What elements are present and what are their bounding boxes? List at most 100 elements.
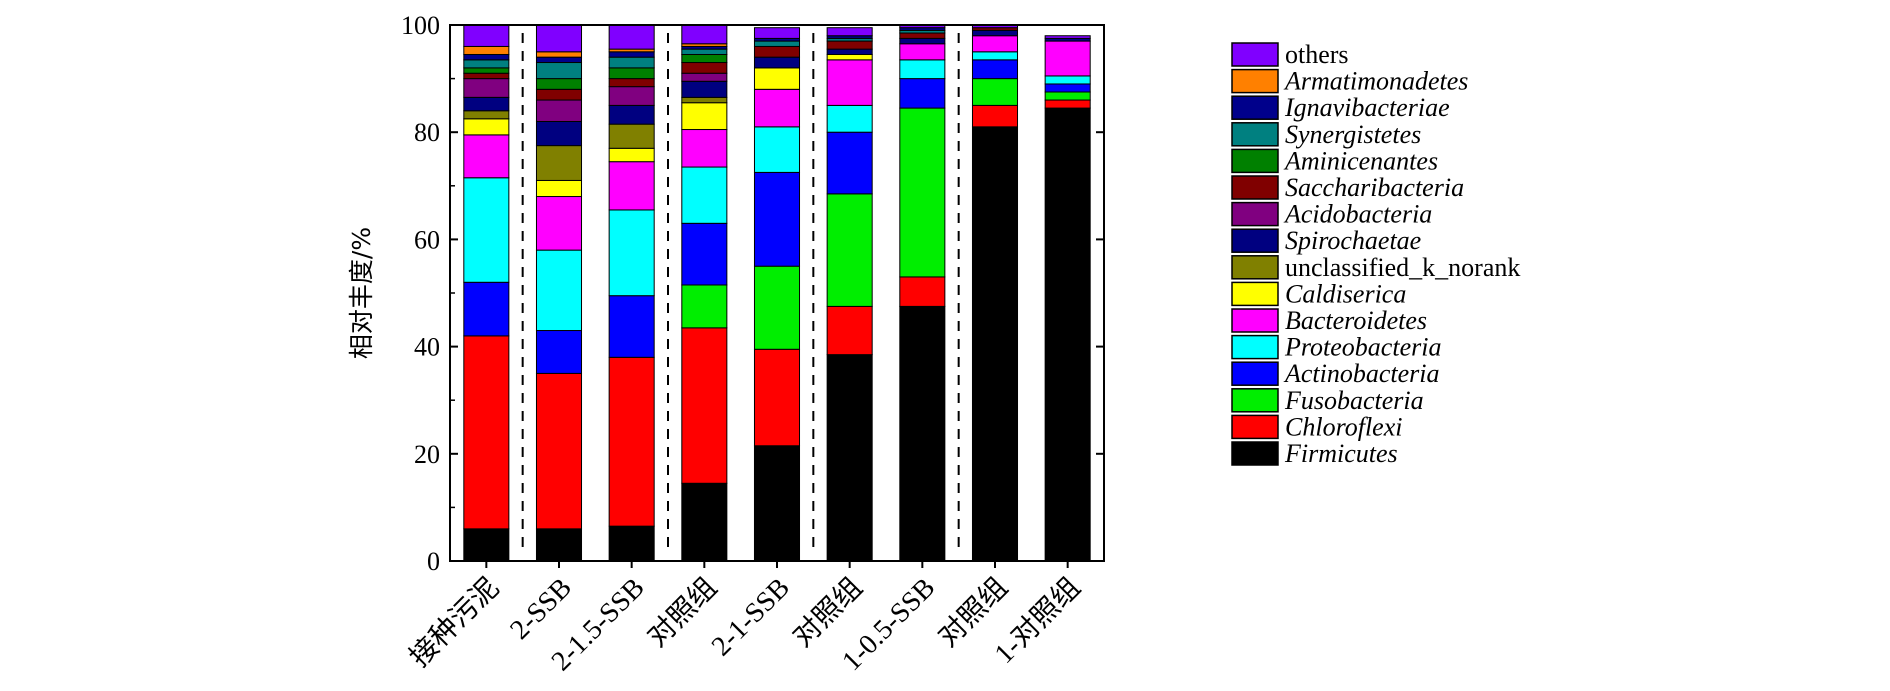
bar-segment-saccharibacteria-1	[535, 88, 583, 101]
bar-segment-unclassified-k-norank-0	[463, 110, 510, 120]
bar-segment-others-3	[681, 24, 728, 45]
bar-segment-others-4	[753, 27, 801, 39]
legend-label: Saccharibacteria	[1285, 173, 1464, 202]
legend-label: Bacteroidetes	[1285, 306, 1427, 335]
bar-segment-spirochaetae-6	[899, 37, 946, 45]
bar-segment-synergistetes-2	[608, 56, 655, 69]
bar-segment-proteobacteria-3	[681, 166, 728, 224]
bar-segment-chloroflexi-1	[535, 372, 583, 530]
bar-segment-fusobacteria-5	[826, 193, 873, 307]
bar-segment-ignavibacteriae-2	[608, 51, 655, 58]
legend-label: others	[1285, 40, 1349, 69]
bar-segment-spirochaetae-2	[608, 104, 655, 125]
bar-segment-chloroflexi-8	[1044, 99, 1091, 109]
legend: othersArmatimonadetesIgnavibacteriaeSyne…	[1231, 40, 1520, 468]
bar-segment-saccharibacteria-2	[608, 78, 655, 88]
bar-segment-chloroflexi-7	[971, 104, 1019, 128]
legend-label: Actinobacteria	[1283, 359, 1440, 388]
y-axis-title: 相对丰度/%	[347, 227, 376, 359]
bar-segment-firmicutes-3	[681, 482, 728, 562]
legend-swatch	[1231, 122, 1279, 147]
y-tick-label: 40	[414, 333, 440, 362]
bar-segment-spirochaetae-7	[971, 29, 1019, 37]
y-tick-label: 20	[414, 440, 440, 469]
bar-segment-firmicutes-5	[826, 354, 873, 562]
bar-segment-bacteroidetes-8	[1044, 40, 1091, 77]
bar-segment-bacteroidetes-1	[535, 196, 583, 251]
bar-segment-ignavibacteriae-1	[535, 56, 583, 64]
bar-segment-fusobacteria-4	[753, 265, 801, 350]
bar-segment-firmicutes-4	[753, 445, 801, 562]
bar-segment-synergistetes-3	[681, 48, 728, 55]
x-axis: 接种污泥 2-SSB2-1.5-SSB对照组2-1-SSB对照组1-0.5-SSB…	[403, 561, 1087, 677]
bar-segment-bacteroidetes-0	[463, 134, 510, 179]
bar-segment-others-5	[826, 27, 873, 37]
bar-segment-proteobacteria-8	[1044, 75, 1091, 85]
legend-label: Proteobacteria	[1284, 333, 1441, 362]
bar-segment-firmicutes-0	[463, 528, 510, 562]
bar-segment-fusobacteria-6	[899, 107, 946, 278]
bar-segment-caldiseric--2	[608, 147, 655, 163]
bar-segment-actinobacteria-5	[826, 131, 873, 195]
bar-segment-chloroflexi-5	[826, 305, 873, 356]
legend-swatch	[1231, 441, 1279, 466]
bar-segment-chloroflexi-6	[899, 276, 946, 307]
legend-label: Caldisericа	[1285, 279, 1406, 308]
bar-segment-bacteroidetes-6	[899, 43, 946, 61]
bar-segment-aminicenantes-3	[681, 53, 728, 64]
bar-segment-saccharibacteria-0	[463, 72, 510, 80]
legend-label: Armatimonadetes	[1283, 67, 1468, 96]
bar-segment-actinobacteria-3	[681, 222, 728, 286]
bar-segment-firmicutes-2	[608, 525, 655, 562]
bar-segment-proteobacteria-2	[608, 209, 655, 297]
bar-segment-actinobacteria-1	[535, 330, 583, 374]
bar-segment-proteobacteria-7	[971, 51, 1019, 61]
bar-segment-firmicutes-7	[971, 126, 1019, 562]
bars-layer	[463, 24, 1091, 562]
y-tick-label: 60	[414, 225, 440, 254]
bar-segment-proteobacteria-0	[463, 177, 510, 283]
legend-label: Synergistetes	[1285, 120, 1421, 149]
group-separators	[521, 33, 960, 553]
bar-segment-fusobacteria-7	[971, 78, 1019, 106]
legend-swatch	[1231, 148, 1279, 174]
bar-segment-saccharibacteria-6	[899, 32, 946, 39]
bar-segment-firmicutes-8	[1044, 107, 1091, 562]
legend-swatch	[1231, 175, 1279, 200]
legend-swatch	[1231, 334, 1279, 360]
bar-segment-actinobacteria-6	[899, 78, 946, 109]
bar-segment-ignavibacteriae-0	[463, 53, 510, 61]
bar-segment-others-8	[1044, 35, 1091, 39]
bar-segment-bacteroidetes-5	[826, 59, 873, 106]
bar-segment-unclassified-k-norank-1	[535, 145, 583, 181]
legend-label: Chloroflexi	[1285, 412, 1402, 441]
y-tick-label: 100	[401, 11, 440, 40]
bar-segment-others-1	[535, 24, 583, 53]
x-category-label: 2-1-SSB	[706, 572, 796, 662]
bar-segment-bacteroidetes-4	[753, 88, 801, 128]
bar-segment-aminicenantes-0	[463, 67, 510, 74]
bar-segment-aminicenantes-1	[535, 78, 583, 90]
bar-segment-acidobacteria-0	[463, 78, 510, 98]
bar-segment-others-0	[463, 24, 510, 47]
bar-segment-chloroflexi-2	[608, 356, 655, 527]
bar-segment-proteobacteria-4	[753, 126, 801, 173]
bar-segment-caldiseric--0	[463, 118, 510, 136]
legend-swatch	[1231, 388, 1279, 413]
legend-swatch	[1231, 42, 1279, 67]
bar-segment-bacteroidetes-7	[971, 35, 1019, 53]
bar-segment-saccharibacteria-5	[826, 40, 873, 50]
bar-segment-armatimonadetes-0	[463, 45, 510, 55]
bar-segment-saccharibacteria-3	[681, 62, 728, 74]
bar-segment-armatimonadetes-1	[535, 51, 583, 58]
bar-segment-synergistetes-1	[535, 62, 583, 80]
legend-label: Acidobacteria	[1283, 200, 1432, 229]
x-category-label: 接种污泥	[403, 571, 505, 673]
legend-label: Ignavibacteriae	[1284, 93, 1450, 122]
bar-segment-unclassified-k-norank-3	[681, 96, 728, 104]
bar-segment-acidobacteria-1	[535, 99, 583, 122]
bar-segment-proteobacteria-1	[535, 249, 583, 332]
bar-segment-bacteroidetes-3	[681, 129, 728, 168]
bar-segment-caldiseric--3	[681, 102, 728, 131]
y-tick-label: 0	[427, 547, 440, 576]
